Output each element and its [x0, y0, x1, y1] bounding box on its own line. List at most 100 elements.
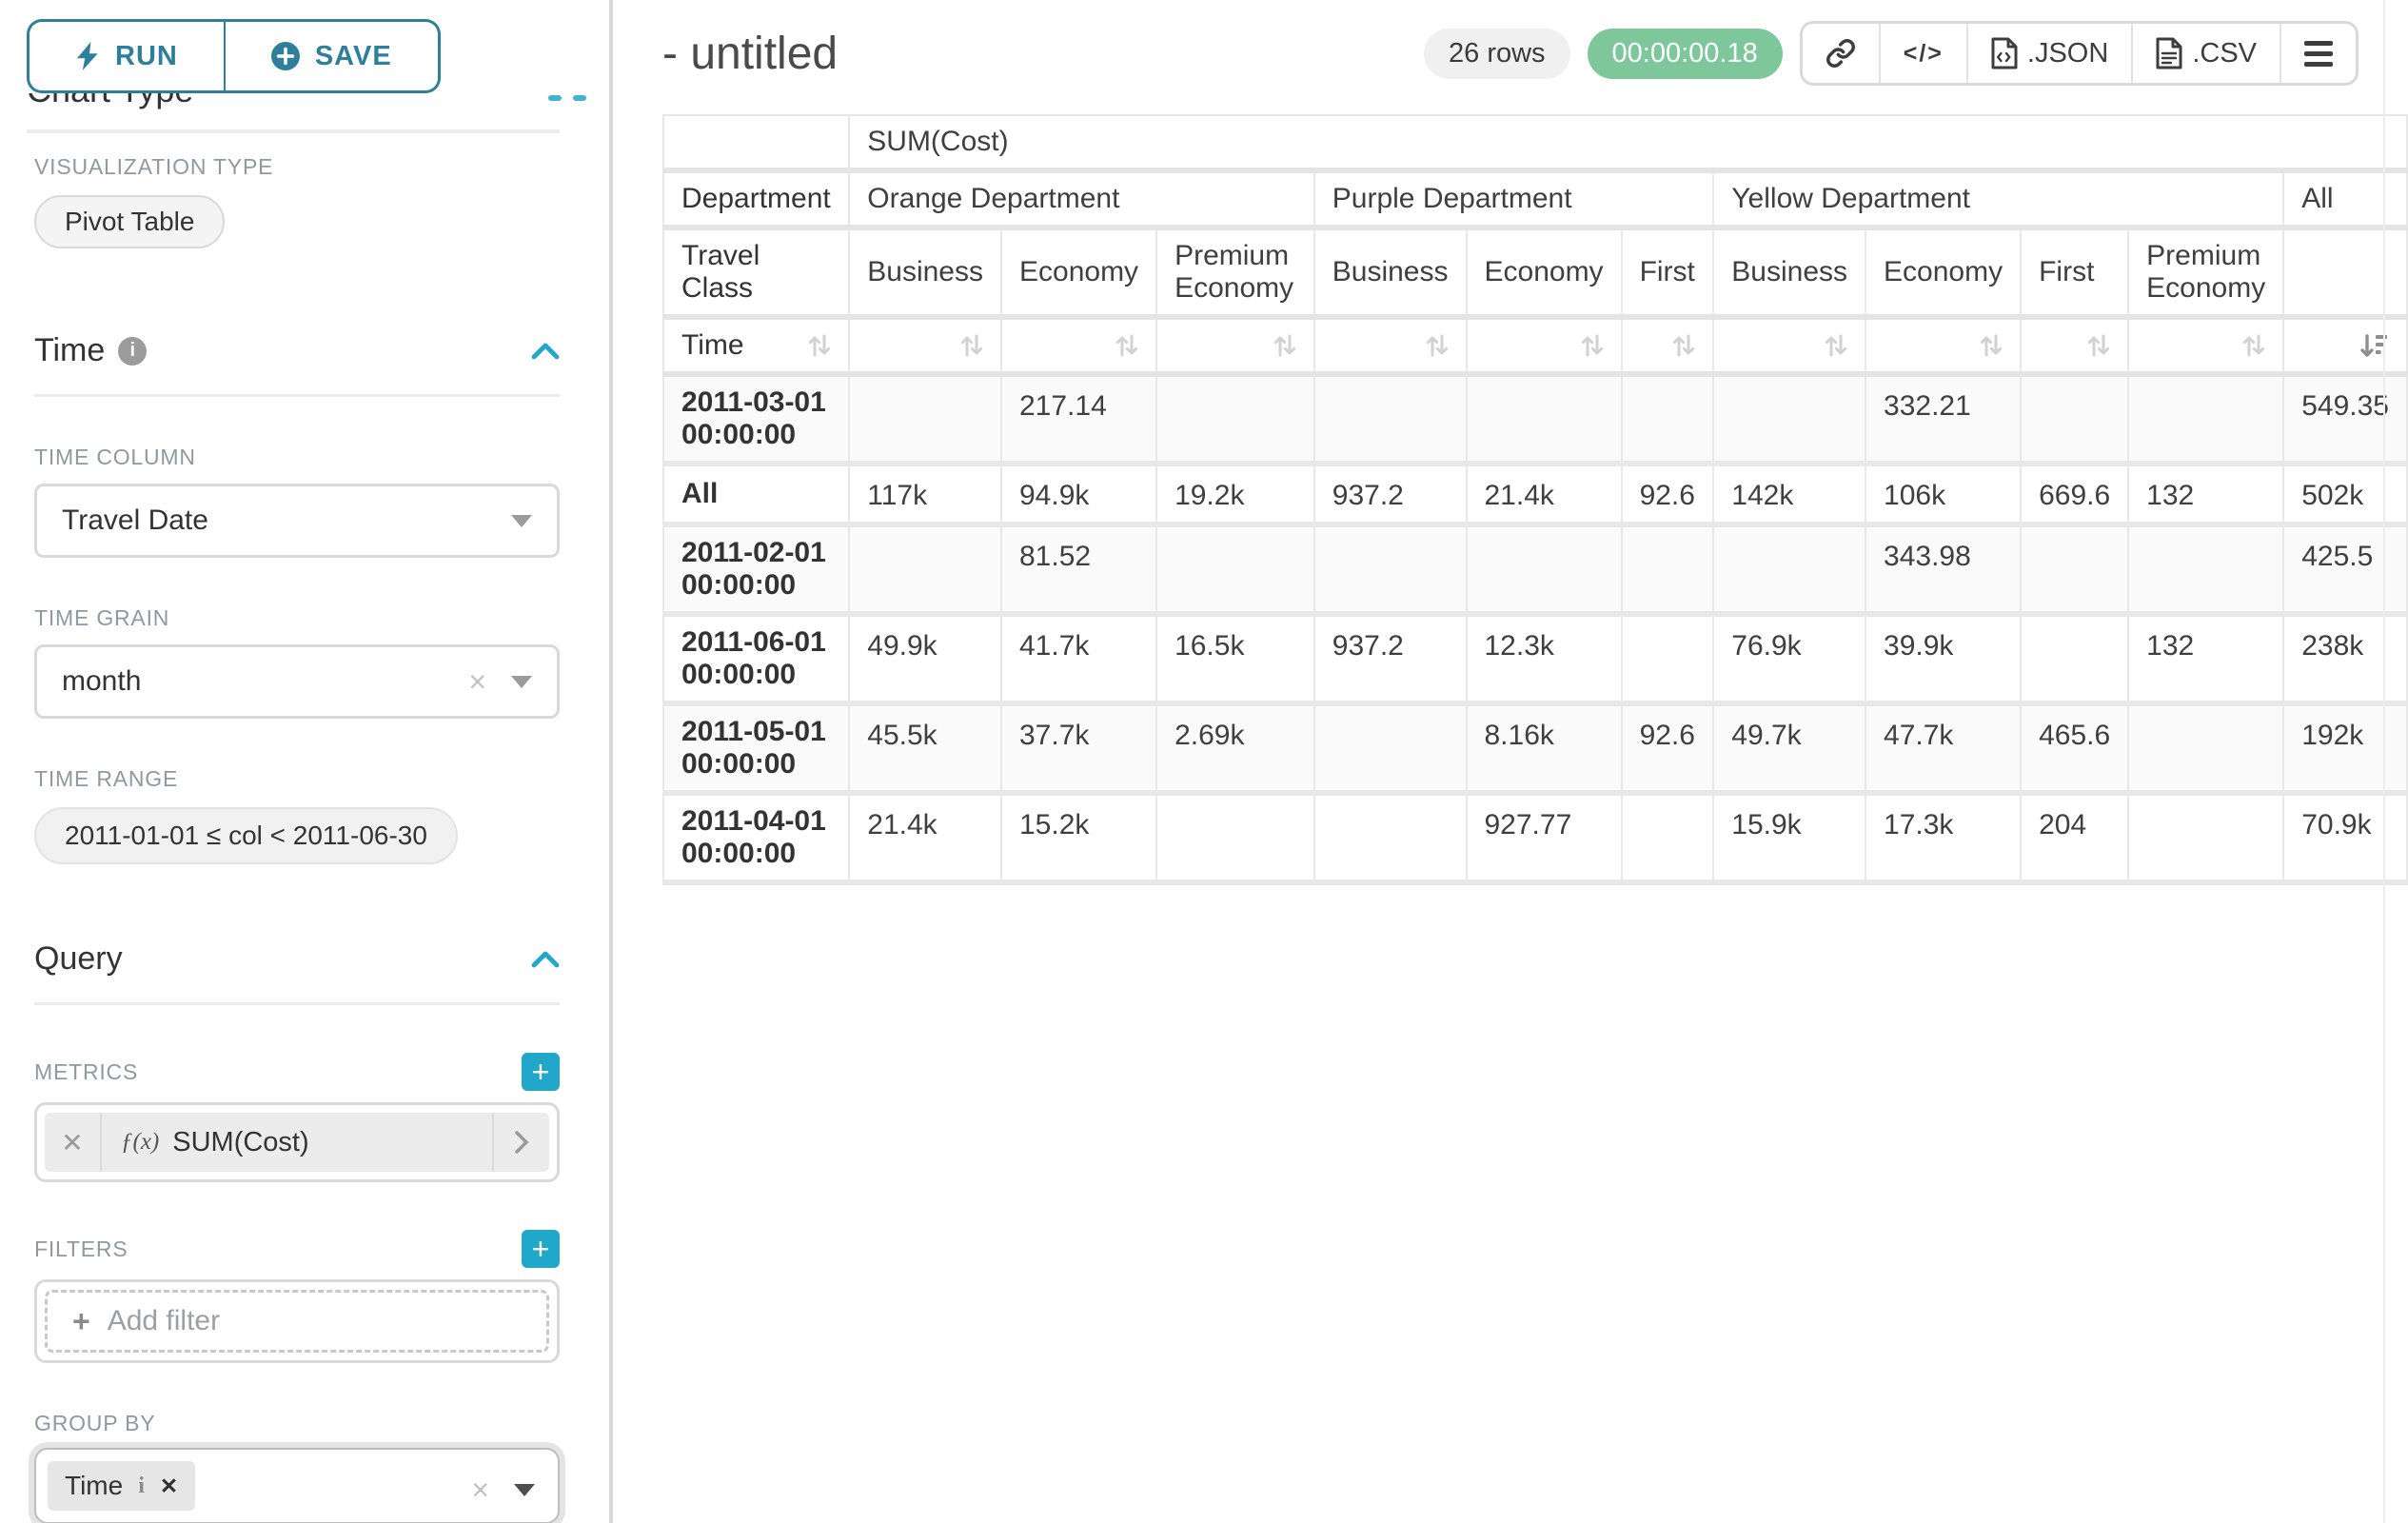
value-cell: 8.16k [1465, 702, 1623, 794]
export-json-button[interactable]: .JSON [1965, 24, 2131, 83]
sort-icon[interactable] [1825, 333, 1847, 358]
value-cell: 238k [2282, 613, 2408, 704]
row-label-cell: 2011-06-01 00:00:00 [662, 613, 851, 704]
run-label: RUN [115, 40, 178, 71]
time-sort-cell[interactable]: Time [662, 316, 851, 375]
value-cell [2020, 613, 2130, 704]
main-area: - untitled 26 rows 00:00:00.18 </> .JSON [613, 0, 2408, 1523]
chevron-right-icon[interactable] [492, 1113, 549, 1172]
sort-icon[interactable] [1980, 333, 2003, 358]
add-filter-button[interactable]: + [522, 1230, 560, 1268]
sort-icon[interactable] [960, 333, 983, 358]
travel-class-header-cell: Travel Class [662, 227, 851, 318]
visualization-type-pill[interactable]: Pivot Table [34, 195, 226, 248]
query-section-header[interactable]: Query [34, 940, 560, 978]
add-filter-placeholder: Add filter [107, 1305, 221, 1336]
value-cell: 16.5k [1155, 613, 1315, 704]
value-cell: 549.35 [2282, 373, 2408, 465]
value-cell [2127, 792, 2285, 883]
value-cell: 92.6 [1620, 702, 1715, 794]
sort-icon[interactable] [1426, 333, 1449, 358]
sort-cell[interactable] [1000, 316, 1158, 375]
time-column-select[interactable]: Travel Date [34, 484, 560, 558]
value-cell: 937.2 [1313, 613, 1468, 704]
run-button[interactable]: RUN [27, 19, 225, 93]
export-csv-button[interactable]: .CSV [2131, 24, 2280, 83]
caret-down-icon [511, 675, 532, 688]
add-metric-button[interactable]: + [522, 1053, 560, 1091]
metrics-box: ✕ ƒ(x) SUM(Cost) [34, 1102, 560, 1182]
value-cell: 669.6 [2020, 463, 2130, 525]
group-by-chip[interactable]: Time i ✕ [48, 1461, 196, 1511]
scrollbar-track[interactable] [2383, 0, 2385, 1523]
remove-chip-icon[interactable]: ✕ [159, 1473, 179, 1498]
value-cell: 106k [1865, 463, 2023, 525]
sort-cell[interactable] [1155, 316, 1315, 375]
sort-cell[interactable] [2282, 316, 2408, 375]
group-by-select[interactable]: Time i ✕ × [34, 1448, 560, 1523]
value-cell: 17.3k [1865, 792, 2023, 883]
value-cell: 332.21 [1865, 373, 2023, 465]
sort-cell[interactable] [2127, 316, 2285, 375]
value-cell: 92.6 [1620, 463, 1715, 525]
sort-cell[interactable] [1465, 316, 1623, 375]
travel-class-cell: First [1620, 227, 1715, 318]
value-cell: 217.14 [1000, 373, 1158, 465]
divider [34, 394, 560, 397]
sort-cell[interactable] [1865, 316, 2023, 375]
sort-cell[interactable] [1313, 316, 1468, 375]
remove-metric-icon[interactable]: ✕ [45, 1113, 102, 1172]
table-row: 2011-02-01 00:00:00 81.52 343.98 425.5 [662, 524, 2408, 615]
sort-cell[interactable] [1712, 316, 1867, 375]
table-row: 2011-05-01 00:00:00 45.5k 37.7k 2.69k 8.16k 9… [662, 702, 2408, 794]
chevron-up-icon[interactable] [531, 342, 560, 361]
main-header: - untitled 26 rows 00:00:00.18 </> .JSON [613, 0, 2408, 86]
value-cell: 343.98 [1865, 524, 2023, 615]
sort-cell[interactable] [848, 316, 1002, 375]
value-cell [2127, 702, 2285, 794]
run-save-group: RUN SAVE [27, 19, 441, 93]
menu-button[interactable] [2280, 24, 2356, 83]
lightning-icon [77, 42, 98, 70]
sort-icon[interactable] [2242, 333, 2265, 358]
time-grain-label: TIME GRAIN [34, 605, 170, 630]
sort-icon[interactable] [808, 333, 831, 358]
metric-pill[interactable]: ✕ ƒ(x) SUM(Cost) [45, 1113, 549, 1172]
save-button[interactable]: SAVE [224, 19, 441, 93]
page-title[interactable]: - untitled [662, 28, 839, 79]
sort-cell[interactable] [2020, 316, 2130, 375]
sort-icon[interactable] [1273, 333, 1296, 358]
clear-icon[interactable]: × [468, 664, 486, 699]
time-range-pill[interactable]: 2011-01-01 ≤ col < 2011-06-30 [34, 807, 458, 864]
row-label-cell: 2011-05-01 00:00:00 [662, 702, 851, 794]
time-section-header[interactable]: Time i [34, 332, 560, 369]
sort-cell[interactable] [1620, 316, 1715, 375]
sort-icon[interactable] [2087, 333, 2110, 358]
add-filter-dropzone[interactable]: + Add filter [45, 1290, 549, 1353]
chevron-up-icon[interactable] [531, 950, 560, 969]
row-label-cell: 2011-03-01 00:00:00 [662, 373, 851, 465]
value-cell [1620, 524, 1715, 615]
value-cell: 70.9k [2282, 792, 2408, 883]
travel-class-cell: Business [848, 227, 1002, 318]
sort-icon[interactable] [1581, 333, 1604, 358]
value-cell [1620, 373, 1715, 465]
value-cell: 2.69k [1155, 702, 1315, 794]
divider [34, 1002, 560, 1005]
clear-icon[interactable]: × [471, 1473, 489, 1507]
row-label-cell: All [662, 463, 851, 525]
value-cell: 927.77 [1465, 792, 1623, 883]
value-cell: 49.9k [848, 613, 1002, 704]
view-query-button[interactable]: </> [1878, 24, 1966, 83]
value-cell [1712, 524, 1867, 615]
sort-icon[interactable] [1115, 333, 1138, 358]
travel-class-cell: Economy [1000, 227, 1158, 318]
copy-link-button[interactable] [1803, 24, 1879, 83]
value-cell: 425.5 [2282, 524, 2408, 615]
sort-icon[interactable] [1672, 333, 1695, 358]
value-cell: 502k [2282, 463, 2408, 525]
time-grain-select[interactable]: month × [34, 644, 560, 719]
table-row: Travel Class Business Economy Premium Econo… [662, 227, 2408, 318]
value-cell: 76.9k [1712, 613, 1867, 704]
file-code-icon [1991, 37, 2018, 69]
